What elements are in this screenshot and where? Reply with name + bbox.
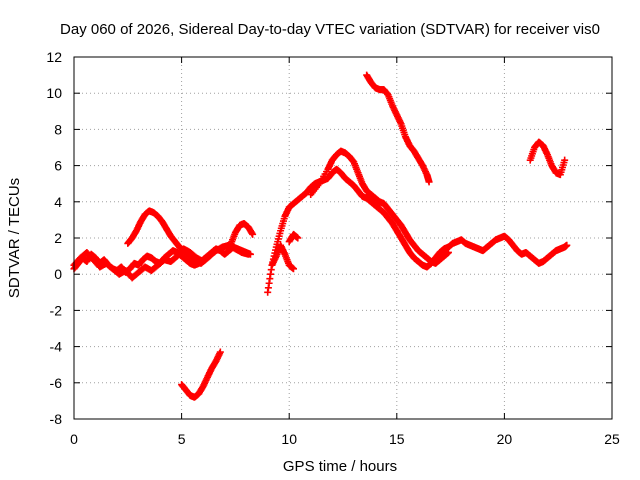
data-point xyxy=(290,265,298,273)
y-tick-label: 12 xyxy=(46,49,62,65)
data-point xyxy=(244,250,252,258)
y-tick-label: -4 xyxy=(50,339,63,355)
x-tick-label: 0 xyxy=(70,431,78,447)
y-tick-label: -2 xyxy=(50,302,63,318)
series-track-e xyxy=(264,165,571,296)
y-tick-label: 0 xyxy=(54,266,62,282)
series-track-j xyxy=(363,71,433,186)
chart-title: Day 060 of 2026, Sidereal Day-to-day VTE… xyxy=(60,21,600,38)
y-tick-label: 6 xyxy=(54,158,62,174)
y-axis-title: SDTVAR / TECUs xyxy=(6,178,23,298)
data-point xyxy=(210,247,218,255)
series-track-c xyxy=(124,207,218,267)
series-track-d xyxy=(227,220,257,247)
y-tick-label: 4 xyxy=(54,194,62,210)
y-tick-label: -6 xyxy=(50,375,63,391)
series-track-k xyxy=(526,138,569,179)
y-tick-label: 8 xyxy=(54,121,62,137)
data-marks xyxy=(70,71,571,401)
x-tick-label: 25 xyxy=(604,431,620,447)
x-tick-label: 5 xyxy=(178,431,186,447)
y-tick-label: 2 xyxy=(54,230,62,246)
data-point xyxy=(425,178,433,186)
grid xyxy=(74,57,612,419)
series-track-g xyxy=(268,241,298,273)
series-track-i xyxy=(178,348,224,401)
data-point xyxy=(249,230,257,238)
data-point xyxy=(561,156,569,164)
y-tick-label: 10 xyxy=(46,85,62,101)
x-tick-label: 20 xyxy=(497,431,513,447)
data-point xyxy=(294,234,302,242)
x-axis-title: GPS time / hours xyxy=(283,458,397,475)
data-point xyxy=(563,241,571,249)
series-track-b xyxy=(70,241,252,282)
axis-ticks: 0 5 10 15 20 25 -8 -6 -4 -2 0 2 4 6 8 10 12 xyxy=(46,49,620,447)
x-tick-label: 15 xyxy=(389,431,405,447)
data-point xyxy=(444,248,452,256)
series-track-h xyxy=(285,230,302,246)
series-track-f xyxy=(307,147,452,267)
data-point xyxy=(216,348,224,356)
x-tick-label: 10 xyxy=(281,431,297,447)
y-tick-label: -8 xyxy=(50,411,63,427)
